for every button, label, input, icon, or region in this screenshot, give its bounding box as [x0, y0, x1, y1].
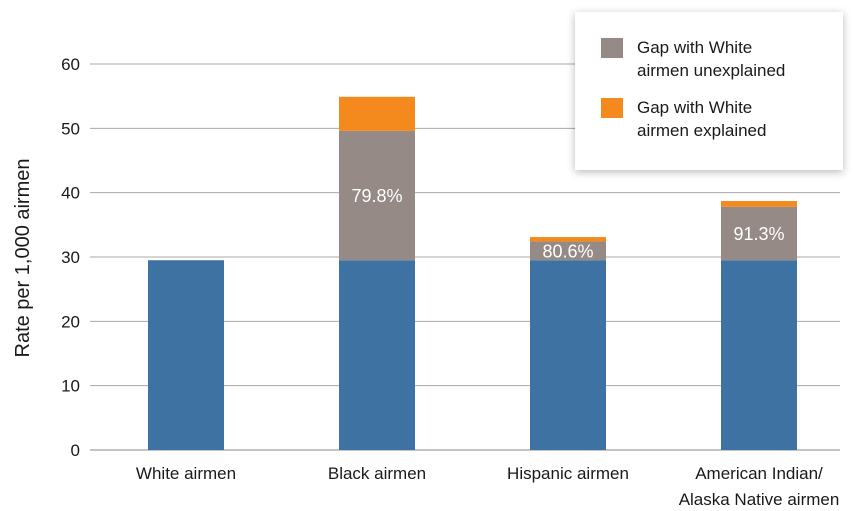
bars-layer: [148, 96, 797, 450]
x-category-label: White airmen: [136, 464, 236, 483]
x-category-label: American Indian/: [695, 464, 823, 483]
labels-layer: 0 10 20 30 40 50 60 White airmen 79.8% Black airm…: [61, 55, 839, 509]
legend-item-unexplained: Gap with White airmen unexplained: [601, 36, 827, 82]
bar-segment-explained: [339, 96, 415, 131]
bar-segment-explained: [721, 201, 797, 207]
bar-segment-base: [339, 260, 415, 450]
y-axis-label: Rate per 1,000 airmen: [12, 158, 34, 357]
y-tick-label: 0: [71, 441, 80, 460]
y-tick-label: 20: [61, 312, 80, 331]
x-category-label: Black airmen: [328, 464, 426, 483]
bar-segment-unexplained: [339, 130, 415, 261]
legend-label-line: Gap with White: [637, 98, 753, 117]
bar-segment-base: [721, 260, 797, 450]
legend-swatch-unexplained: [601, 38, 623, 58]
bar-segment-base: [530, 260, 606, 450]
legend-label-line: airmen explained: [637, 121, 767, 140]
x-category-label: Hispanic airmen: [507, 464, 629, 483]
x-category-label: Alaska Native airmen: [679, 490, 840, 509]
bar-segment-explained: [530, 237, 606, 242]
legend-swatch-explained: [601, 98, 623, 118]
legend-label-line: Gap with White: [637, 38, 753, 57]
y-tick-label: 40: [61, 184, 80, 203]
y-tick-label: 50: [61, 119, 80, 138]
legend-item-explained: Gap with White airmen explained: [601, 96, 827, 142]
legend-label-explained: Gap with White airmen explained: [637, 96, 827, 142]
bar-value-label: 91.3%: [733, 224, 784, 244]
bar-value-label: 79.8%: [351, 186, 402, 206]
y-tick-label: 60: [61, 55, 80, 74]
legend: Gap with White airmen unexplained Gap wi…: [575, 12, 843, 170]
y-tick-label: 10: [61, 377, 80, 396]
y-tick-label: 30: [61, 248, 80, 267]
legend-label-line: airmen unexplained: [637, 61, 786, 80]
bar-value-label: 80.6%: [542, 241, 593, 261]
legend-label-unexplained: Gap with White airmen unexplained: [637, 36, 827, 82]
bar-segment-unexplained: [530, 241, 606, 261]
bar-segment-unexplained: [721, 206, 797, 261]
bar-segment-base: [148, 260, 224, 450]
